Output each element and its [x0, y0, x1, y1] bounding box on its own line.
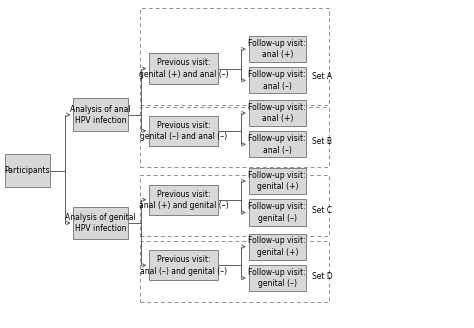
Text: Follow-up visit:
anal (–): Follow-up visit: anal (–)	[248, 70, 306, 91]
Bar	[140, 107, 329, 167]
Bar	[249, 131, 306, 157]
Text: Previous visit:
anal (+) and genital (–): Previous visit: anal (+) and genital (–)	[139, 190, 228, 210]
Text: Participants: Participants	[4, 166, 50, 175]
Bar	[149, 116, 218, 146]
Bar	[249, 36, 306, 62]
Bar	[249, 67, 306, 93]
Bar	[149, 53, 218, 84]
Text: Follow-up visit:
genital (–): Follow-up visit: genital (–)	[248, 268, 306, 288]
Text: Follow-up visit:
genital (+): Follow-up visit: genital (+)	[248, 171, 306, 191]
Bar	[140, 175, 329, 236]
Text: Set B: Set B	[312, 137, 332, 146]
Bar	[73, 207, 128, 239]
Text: Set D: Set D	[312, 272, 333, 281]
Text: Follow-up visit:
anal (+): Follow-up visit: anal (+)	[248, 103, 306, 123]
Bar	[149, 250, 218, 280]
Text: Follow-up visit:
anal (+): Follow-up visit: anal (+)	[248, 39, 306, 59]
Text: Set A: Set A	[312, 72, 332, 81]
Text: Follow-up visit:
genital (–): Follow-up visit: genital (–)	[248, 202, 306, 223]
Bar	[249, 234, 306, 260]
Bar	[149, 185, 218, 215]
Text: Follow-up visit:
anal (–): Follow-up visit: anal (–)	[248, 134, 306, 154]
Bar	[249, 168, 306, 194]
Bar	[140, 241, 329, 302]
Text: Previous visit:
genital (+) and anal (–): Previous visit: genital (+) and anal (–)	[139, 58, 228, 79]
Bar	[249, 100, 306, 126]
Text: Analysis of genital
HPV infection: Analysis of genital HPV infection	[65, 213, 136, 233]
Bar	[140, 8, 329, 105]
Bar	[73, 98, 128, 131]
Text: Previous visit:
genital (–) and anal (–): Previous visit: genital (–) and anal (–)	[140, 121, 227, 141]
Text: Analysis of anal
HPV infection: Analysis of anal HPV infection	[71, 105, 131, 125]
Text: Previous visit:
anal (–) and genital (–): Previous visit: anal (–) and genital (–)	[140, 255, 227, 276]
Text: Set C: Set C	[312, 206, 332, 215]
Bar	[249, 265, 306, 291]
Text: Follow-up visit:
genital (+): Follow-up visit: genital (+)	[248, 236, 306, 257]
Bar	[5, 154, 50, 187]
Bar	[249, 199, 306, 226]
